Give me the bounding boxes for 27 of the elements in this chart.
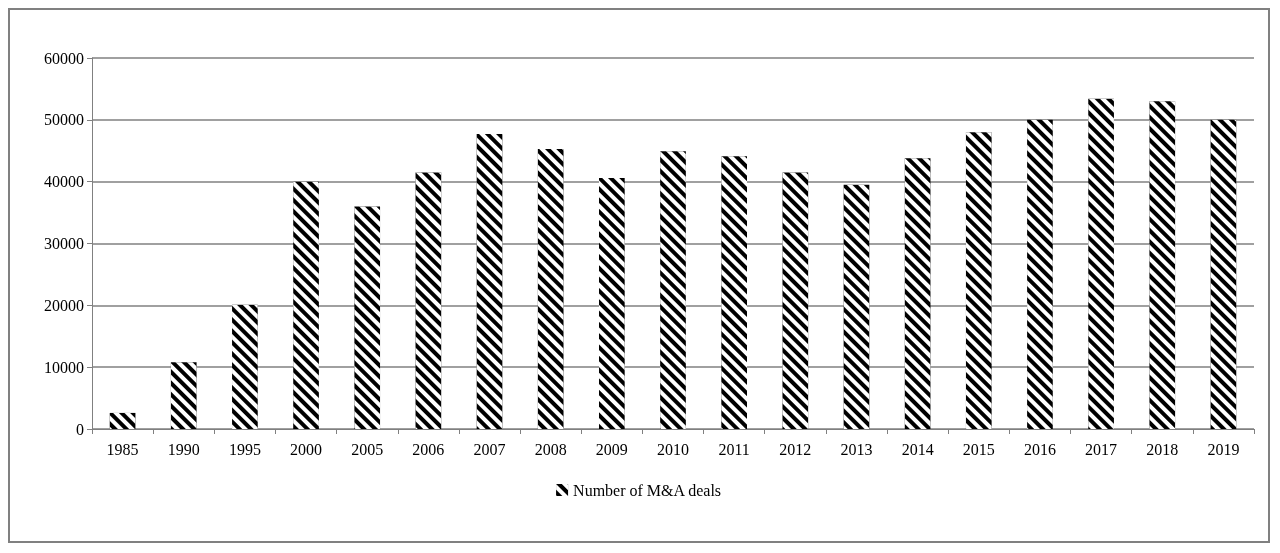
y-tick-label: 10000	[44, 358, 84, 376]
x-tick-label: 2010	[657, 440, 689, 458]
y-tick-label: 0	[76, 420, 84, 438]
y-tick-label: 30000	[44, 235, 84, 252]
x-tick-label: 2012	[779, 440, 812, 458]
y-tick-label: 50000	[44, 111, 84, 129]
x-tick-label: 2000	[290, 440, 323, 458]
x-tick-label: 2007	[473, 440, 506, 458]
x-tick-label: 2008	[534, 440, 567, 458]
x-tick-label: 2019	[1207, 440, 1240, 458]
x-tick-label: 2006	[412, 440, 445, 458]
x-tick-label: 2015	[962, 440, 995, 458]
legend-label: Number of M&A deals	[573, 481, 722, 499]
y-tick-label: 60000	[44, 49, 84, 67]
x-tick-label: 2018	[1146, 440, 1179, 458]
x-tick-label: 2013	[840, 440, 873, 458]
x-tick-label: 2011	[718, 440, 750, 458]
x-tick-label: 1990	[167, 440, 200, 458]
x-tick-label: 2016	[1023, 440, 1056, 458]
y-tick-label: 40000	[44, 173, 84, 191]
x-tick-label: 1995	[228, 440, 261, 458]
x-tick-label: 1985	[106, 440, 139, 458]
x-tick-label: 2017	[1085, 440, 1118, 458]
x-tick-label: 2014	[901, 440, 934, 458]
x-tick-label: 2009	[595, 440, 628, 458]
y-tick-label: 20000	[44, 296, 84, 314]
x-tick-label: 2005	[351, 440, 384, 458]
